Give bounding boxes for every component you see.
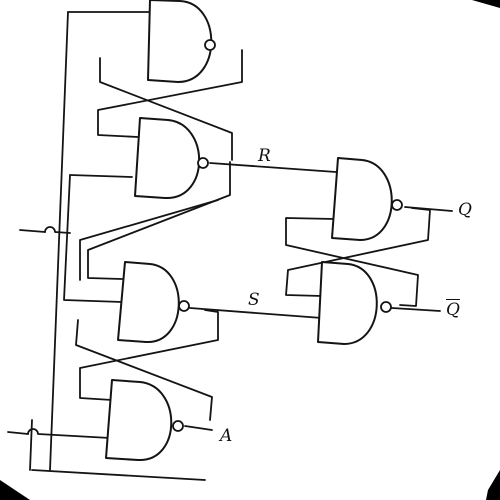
cross-wire-g3-g4-b — [75, 319, 213, 421]
input-wire-upper — [19, 229, 46, 233]
label-q: Q — [458, 200, 472, 220]
feeder-wire-2 — [69, 174, 133, 178]
feeder-wire-1 — [63, 174, 123, 303]
label-q-bar: Q — [446, 300, 460, 320]
nand-gate-3 — [117, 261, 180, 344]
scan-frame-bottom-right — [486, 470, 500, 500]
nand-gate-3-bubble — [178, 300, 190, 312]
input-wire-lower — [7, 431, 29, 435]
r-signal-wire — [209, 162, 337, 173]
q-bar-output-wire — [391, 307, 441, 312]
label-s: S — [248, 290, 260, 310]
input-crossover-upper — [44, 226, 71, 234]
left-outer-wire — [31, 469, 206, 481]
scan-frame-bottom-left — [0, 480, 30, 500]
nand-gate-latch-top-bubble — [391, 199, 403, 211]
label-r: R — [258, 146, 271, 166]
nand-gate-1-bubble — [204, 39, 216, 51]
nand-gate-2 — [134, 117, 201, 200]
cross-wire-g3-g4-a — [79, 309, 219, 401]
scan-frame-top — [0, 0, 500, 8]
nand-gate-latch-bottom — [317, 261, 378, 345]
a-output-wire — [184, 425, 213, 431]
nand-gate-4 — [105, 379, 173, 462]
cross-wire-g2-g3-a — [87, 161, 231, 280]
label-a: A — [220, 426, 233, 446]
q-output-wire — [404, 206, 453, 212]
cross-wire-g1-g2-b — [97, 49, 243, 138]
nand-gate-2-bubble — [197, 157, 209, 169]
nand-gate-latch-bottom-bubble — [380, 301, 392, 313]
s-signal-wire — [189, 307, 323, 319]
latch-cross-wire-b — [285, 217, 419, 307]
nand-gate-4-bubble — [172, 420, 184, 432]
nand-gate-latch-top — [331, 157, 393, 241]
left-bus-wire — [49, 11, 69, 471]
cross-wire-g2-g3-b — [79, 199, 219, 281]
cross-wire-g1-g2-a — [99, 57, 233, 161]
input-crossover-lower — [27, 428, 111, 439]
feeder-wire-3 — [29, 419, 33, 471]
nand-gate-1 — [147, 0, 213, 83]
